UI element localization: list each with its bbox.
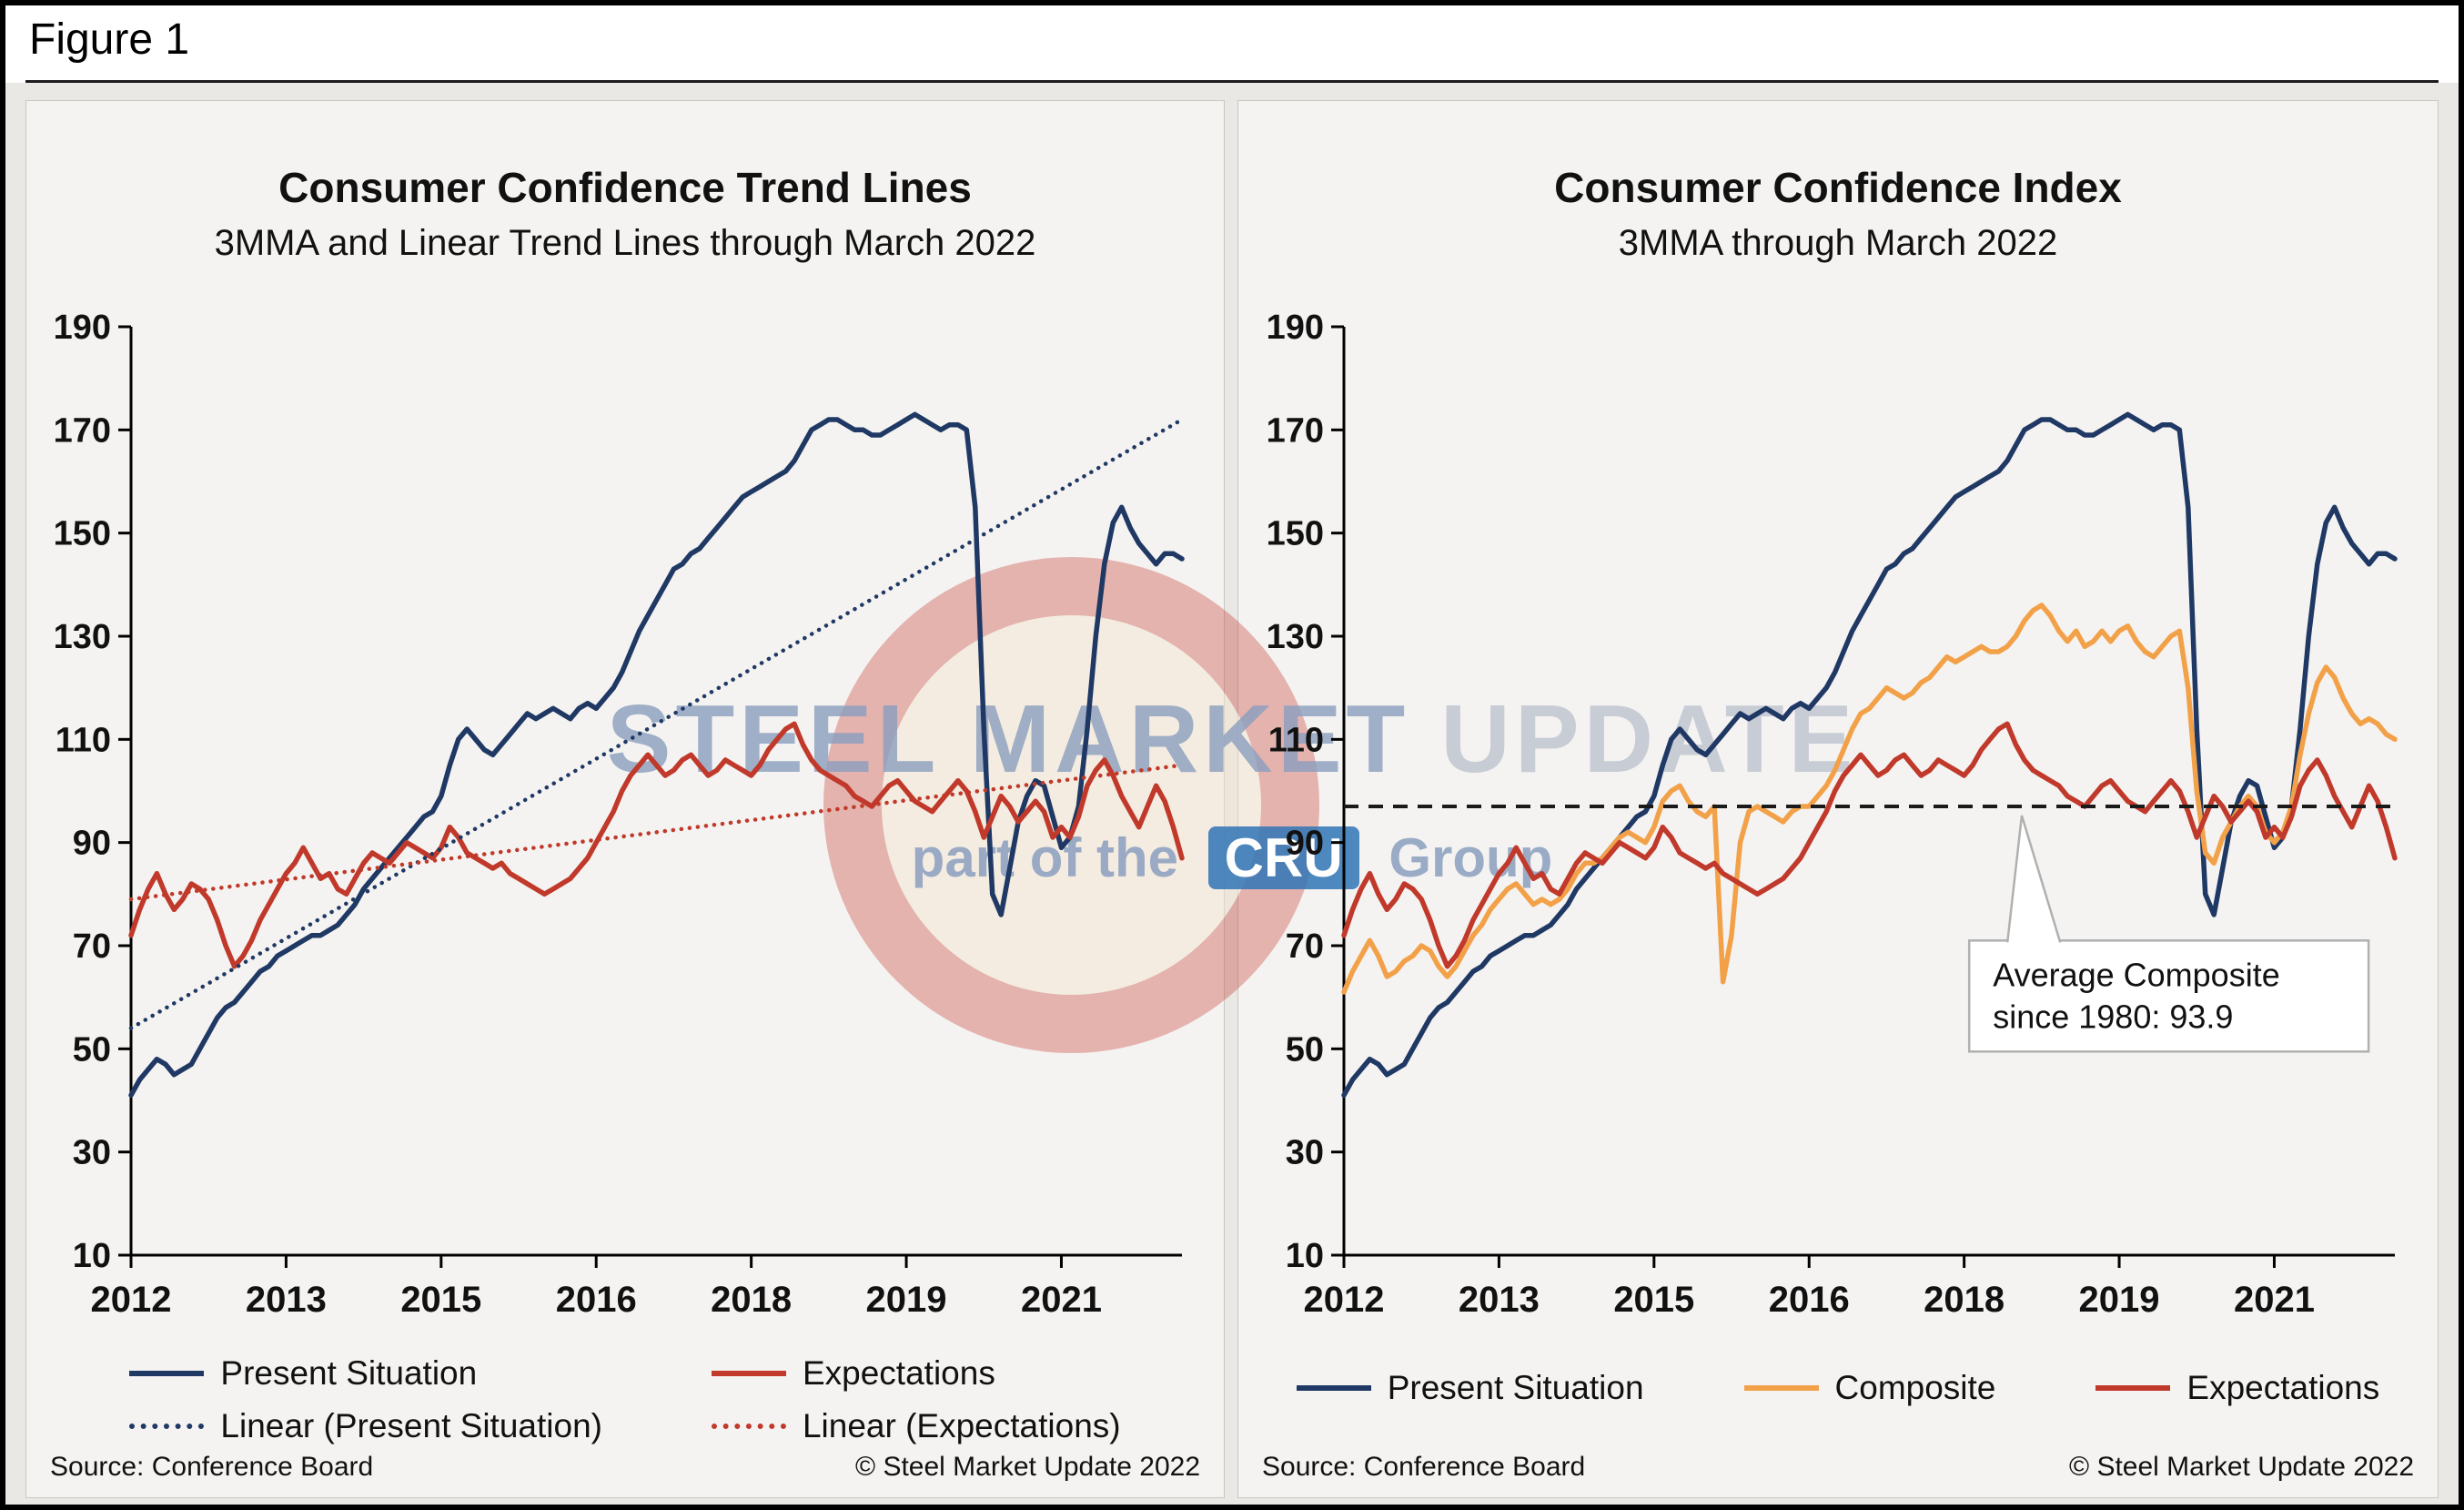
left-source-text: Source: Conference Board: [50, 1452, 374, 1482]
annotation-pointer: [2005, 815, 2062, 943]
header-divider: [25, 80, 2439, 83]
y-tick-label: 50: [73, 1030, 111, 1069]
legend-swatch-linear-expectations: [711, 1424, 786, 1429]
legend-item-present-situation: Present Situation: [1296, 1369, 1644, 1407]
legend-item-linear-present-situation: Linear (Present Situation): [129, 1407, 602, 1445]
x-tick-label: 2016: [1769, 1280, 1850, 1320]
right-chart-title: Consumer Confidence Index: [1554, 164, 2122, 211]
annotation-box: [1967, 939, 2370, 1053]
series-line-expectations: [128, 721, 1185, 969]
series-line-composite: [1341, 603, 2398, 995]
legend-label: Expectations: [2186, 1369, 2380, 1406]
left-chart-legend: Present Situation Expectations Linear (Pre…: [26, 1354, 1224, 1445]
x-tick-label: 2015: [1613, 1280, 1694, 1320]
x-tick-label: 2016: [556, 1280, 637, 1320]
figure-label: Figure 1: [29, 15, 190, 64]
y-tick-label: 150: [54, 515, 111, 553]
y-tick-label: 110: [56, 721, 111, 759]
right-chart-plot: 10 30 50 70 90 110 130 150 170 190 2012 2013 2015 201…: [1267, 309, 2398, 1320]
x-tick-label: 2013: [1459, 1280, 1540, 1320]
y-tick-label: 110: [1268, 721, 1324, 759]
y-tick-label: 70: [1286, 927, 1324, 966]
left-copyright-text: © Steel Market Update 2022: [855, 1452, 1200, 1482]
y-tick-label: 190: [1267, 309, 1324, 347]
x-tick-label: 2012: [91, 1280, 172, 1320]
left-chart-panel: Consumer Confidence Trend Lines 3MMA and…: [25, 100, 1225, 1498]
y-tick-label: 10: [1286, 1237, 1324, 1275]
x-tick-label: 2018: [711, 1280, 792, 1320]
x-tick-label: 2015: [400, 1280, 481, 1320]
left-chart-source-row: Source: Conference Board © Steel Market …: [50, 1452, 1200, 1483]
legend-item-expectations: Expectations: [2095, 1369, 2379, 1407]
legend-swatch-expectations: [2095, 1385, 2171, 1391]
y-tick-label: 10: [73, 1237, 111, 1275]
legend-item-linear-expectations: Linear (Expectations): [711, 1407, 1121, 1445]
annotation-text-line: since 1980: 93.9: [1993, 998, 2233, 1035]
x-tick-label: 2021: [2234, 1280, 2315, 1320]
right-source-text: Source: Conference Board: [1262, 1452, 1586, 1482]
series-line-present-situation: [1341, 411, 2398, 1099]
legend-item-composite: Composite: [1743, 1369, 1996, 1407]
legend-label: Present Situation: [220, 1354, 478, 1392]
legend-swatch-expectations: [711, 1371, 786, 1376]
left-chart-title: Consumer Confidence Trend Lines: [278, 164, 972, 211]
y-tick-label: 190: [54, 309, 111, 347]
left-chart-plot: 10 30 50 70 90 110 130 150 170 190 2012 2013 2015 201…: [54, 309, 1185, 1320]
x-tick-label: 2021: [1021, 1280, 1102, 1320]
y-tick-label: 130: [54, 618, 111, 656]
series-line-present-situation: [128, 411, 1185, 1099]
x-tick-label: 2013: [246, 1280, 327, 1320]
y-tick-label: 70: [73, 927, 111, 966]
x-tick-label: 2018: [1924, 1280, 2005, 1320]
y-tick-label: 90: [1286, 825, 1324, 863]
y-tick-label: 170: [1267, 411, 1324, 450]
legend-label: Linear (Present Situation): [220, 1407, 602, 1444]
trend-line-linear-expectations: [128, 763, 1185, 902]
right-copyright-text: © Steel Market Update 2022: [2069, 1452, 2414, 1482]
y-tick-label: 30: [1286, 1134, 1324, 1172]
x-tick-label: 2019: [2079, 1280, 2160, 1320]
y-tick-label: 170: [54, 411, 111, 450]
right-chart-panel: Consumer Confidence Index 3MMA through M…: [1237, 100, 2439, 1498]
x-tick-label: 2012: [1304, 1280, 1385, 1320]
right-chart-subtitle: 3MMA through March 2022: [1618, 223, 2058, 263]
series-line-expectations: [1341, 721, 2398, 969]
left-chart-subtitle: 3MMA and Linear Trend Lines through Marc…: [214, 223, 1036, 263]
legend-swatch-present-situation: [129, 1371, 205, 1376]
legend-swatch-composite: [1743, 1385, 1819, 1391]
legend-label: Present Situation: [1387, 1369, 1644, 1406]
legend-item-present-situation: Present Situation: [129, 1354, 477, 1393]
legend-swatch-present-situation: [1296, 1385, 1371, 1391]
annotation-text-line: Average Composite: [1993, 956, 2280, 993]
y-tick-label: 30: [73, 1134, 111, 1172]
legend-label: Expectations: [802, 1354, 995, 1392]
right-chart-source-row: Source: Conference Board © Steel Market …: [1262, 1452, 2414, 1483]
legend-label: Composite: [1834, 1369, 1996, 1406]
y-tick-label: 130: [1267, 618, 1324, 656]
y-tick-label: 90: [73, 825, 111, 863]
legend-label: Linear (Expectations): [802, 1407, 1121, 1444]
right-chart-legend: Present Situation Composite Expectations: [1238, 1369, 2438, 1407]
legend-swatch-linear-present-situation: [129, 1424, 205, 1429]
trend-line-linear-present-situation: [128, 417, 1185, 1030]
legend-item-expectations: Expectations: [711, 1354, 995, 1393]
x-tick-label: 2019: [866, 1280, 947, 1320]
y-tick-label: 150: [1267, 515, 1324, 553]
y-tick-label: 50: [1286, 1030, 1324, 1069]
